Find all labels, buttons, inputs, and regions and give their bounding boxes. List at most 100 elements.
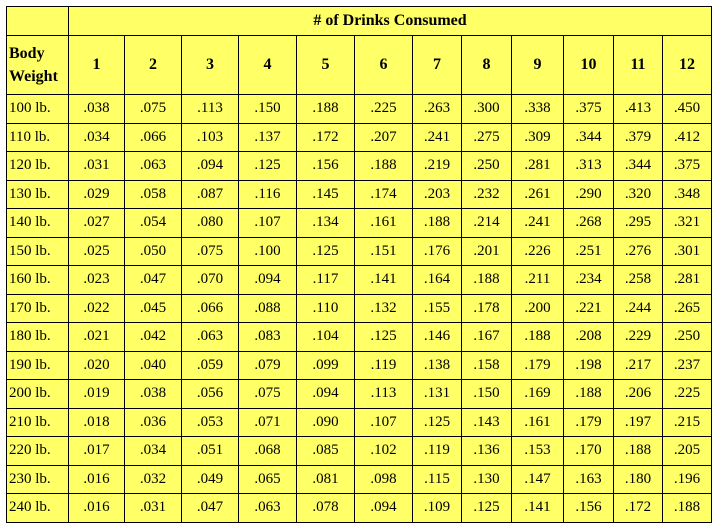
row-weight-label: 110 lb. — [6, 122, 69, 152]
table-cell: .066 — [124, 122, 182, 152]
table-cell: .056 — [181, 379, 239, 409]
table-row: 230 lb. .016.032.049.065.081.098.115.130.… — [6, 464, 712, 494]
table-cell: .241 — [511, 208, 564, 238]
table-cell: .065 — [238, 464, 297, 494]
table-row: 240 lb. .016.031.047.063.078.094.109.125.… — [6, 493, 712, 523]
table-cell: .295 — [613, 208, 663, 238]
table-cell: .047 — [124, 265, 182, 295]
table-cell: .156 — [296, 151, 355, 181]
table-cell: .201 — [461, 236, 512, 266]
table-cell: .197 — [613, 407, 663, 437]
table-cell: .344 — [613, 151, 663, 181]
table-cell: .379 — [613, 122, 663, 152]
table-cell: .147 — [511, 464, 564, 494]
table-cell: .137 — [238, 122, 297, 152]
table-cell: .344 — [563, 122, 614, 152]
table-cell: .022 — [68, 293, 125, 323]
table-cell: .219 — [412, 151, 462, 181]
table-cell: .153 — [511, 436, 564, 466]
table-cell: .059 — [181, 350, 239, 380]
table-cell: .188 — [461, 265, 512, 295]
table-cell: .229 — [613, 322, 663, 352]
table-cell: .098 — [354, 464, 413, 494]
table-body: 100 lb. .038.075.113.150.188.225.263.300.… — [6, 94, 712, 523]
column-header: 8 — [461, 35, 512, 95]
table-cell: .146 — [412, 322, 462, 352]
table-cell: .188 — [662, 493, 712, 523]
table-cell: .125 — [461, 493, 512, 523]
table-cell: .083 — [238, 322, 297, 352]
table-cell: .103 — [181, 122, 239, 152]
column-header: 3 — [181, 35, 239, 95]
table-cell: .172 — [296, 122, 355, 152]
table-row: 110 lb. .034.066.103.137.172.207.241.275.… — [6, 122, 712, 152]
table-cell: .206 — [613, 379, 663, 409]
table-cell: .158 — [461, 350, 512, 380]
table-cell: .019 — [68, 379, 125, 409]
table-cell: .164 — [412, 265, 462, 295]
table-cell: .290 — [563, 179, 614, 209]
table-cell: .107 — [238, 208, 297, 238]
row-weight-label: 220 lb. — [6, 436, 69, 466]
table-cell: .031 — [68, 151, 125, 181]
table-cell: .156 — [563, 493, 614, 523]
row-weight-label: 180 lb. — [6, 322, 69, 352]
table-cell: .145 — [296, 179, 355, 209]
table-cell: .110 — [296, 293, 355, 323]
table-cell: .450 — [662, 94, 712, 124]
table-row: 100 lb. .038.075.113.150.188.225.263.300.… — [6, 94, 712, 124]
table-cell: .023 — [68, 265, 125, 295]
table-cell: .054 — [124, 208, 182, 238]
table-cell: .116 — [238, 179, 297, 209]
table-cell: .309 — [511, 122, 564, 152]
table-cell: .141 — [511, 493, 564, 523]
table-cell: .125 — [354, 322, 413, 352]
table-cell: .075 — [124, 94, 182, 124]
table-cell: .034 — [124, 436, 182, 466]
column-header: 6 — [354, 35, 413, 95]
table-cell: .125 — [296, 236, 355, 266]
table-cell: .094 — [354, 493, 413, 523]
table-cell: .071 — [238, 407, 297, 437]
table-cell: .320 — [613, 179, 663, 209]
table-row: 220 lb. .017.034.051.068.085.102.119.136.… — [6, 436, 712, 466]
table-cell: .049 — [181, 464, 239, 494]
row-weight-label: 130 lb. — [6, 179, 69, 209]
row-weight-label: 160 lb. — [6, 265, 69, 295]
table-cell: .119 — [354, 350, 413, 380]
table-cell: .117 — [296, 265, 355, 295]
row-weight-label: 200 lb. — [6, 379, 69, 409]
column-header: 2 — [124, 35, 182, 95]
table-cell: .258 — [613, 265, 663, 295]
table-cell: .016 — [68, 493, 125, 523]
table-cell: .087 — [181, 179, 239, 209]
table-cell: .375 — [662, 151, 712, 181]
table-cell: .214 — [461, 208, 512, 238]
table-cell: .161 — [511, 407, 564, 437]
table-cell: .251 — [563, 236, 614, 266]
table-cell: .047 — [181, 493, 239, 523]
table-row: 180 lb. .021.042.063.083.104.125.146.167.… — [6, 322, 712, 352]
body-weight-header: Body Weight — [6, 35, 69, 95]
table-cell: .053 — [181, 407, 239, 437]
table-cell: .102 — [354, 436, 413, 466]
column-header: 12 — [662, 35, 712, 95]
table-cell: .150 — [461, 379, 512, 409]
table-cell: .125 — [412, 407, 462, 437]
table-cell: .020 — [68, 350, 125, 380]
table-cell: .070 — [181, 265, 239, 295]
table-cell: .207 — [354, 122, 413, 152]
table-cell: .188 — [511, 322, 564, 352]
table-cell: .141 — [354, 265, 413, 295]
table-row: 200 lb. .019.038.056.075.094.113.131.150.… — [6, 379, 712, 409]
table-cell: .027 — [68, 208, 125, 238]
table-cell: .211 — [511, 265, 564, 295]
column-header: 9 — [511, 35, 564, 95]
table-row: 190 lb. .020.040.059.079.099.119.138.158.… — [6, 350, 712, 380]
table-row: 120 lb. .031.063.094.125.156.188.219.250.… — [6, 151, 712, 181]
column-header: 1 — [68, 35, 125, 95]
table-cell: .268 — [563, 208, 614, 238]
table-cell: .281 — [511, 151, 564, 181]
table-cell: .188 — [296, 94, 355, 124]
table-cell: .099 — [296, 350, 355, 380]
